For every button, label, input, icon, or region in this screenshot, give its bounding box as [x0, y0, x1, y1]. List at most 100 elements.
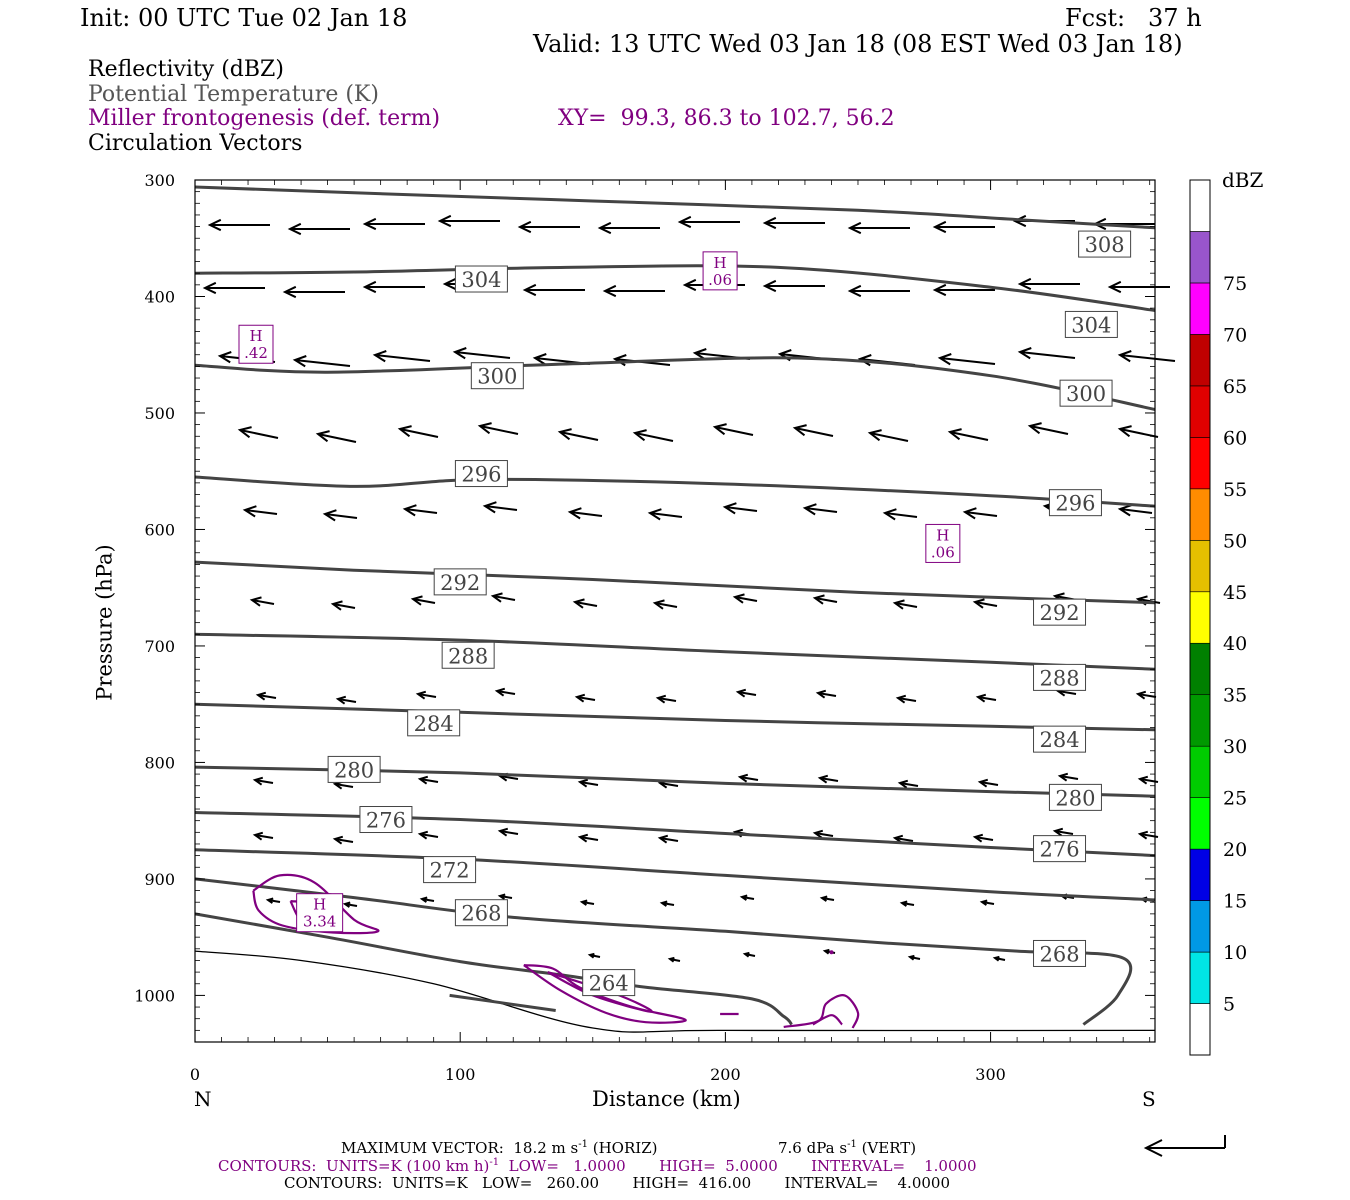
vector-head [587, 952, 595, 959]
colorbar-segment [1189, 334, 1211, 387]
theta-label-box [1048, 783, 1102, 811]
vector-head [907, 954, 915, 961]
x-tick-label: 200 [710, 1065, 741, 1084]
vector-head [252, 831, 264, 841]
theta-label-box [407, 709, 461, 737]
theta-label-box [1033, 663, 1087, 691]
vector [654, 602, 678, 608]
vector [974, 601, 998, 607]
contour-labels: 308 304 304 300 300 296 296 292 292 288 288 284 284 2… [327, 230, 1132, 997]
colorbar-segment [1189, 797, 1211, 850]
vector-head [992, 955, 1000, 962]
theta-label-box [582, 969, 636, 997]
vector-head [892, 834, 904, 844]
vector [1059, 775, 1079, 780]
vector [814, 832, 834, 837]
colorbar-segment [1189, 282, 1211, 335]
vector-head [410, 595, 423, 606]
vector-head [252, 776, 264, 786]
vector [979, 781, 999, 786]
vector [977, 696, 997, 701]
surface-line [194, 950, 1156, 1033]
vector-head [1057, 772, 1069, 782]
legend-theta: Potential Temperature (K) [88, 82, 379, 107]
vector-head [655, 694, 667, 704]
vector-head [1135, 690, 1147, 700]
theta-label: 308 [1085, 233, 1125, 257]
theta-label: 288 [1039, 666, 1079, 690]
vector [739, 776, 759, 781]
vector-head [972, 833, 984, 843]
y-tick-label: 500 [144, 404, 175, 423]
vector-head [397, 425, 412, 438]
miller-max-box [296, 893, 344, 933]
vector [974, 836, 994, 841]
theta-label-box [454, 460, 508, 488]
y-tick-label: 700 [144, 637, 175, 656]
vector-head [812, 829, 824, 839]
theta-label-box [359, 806, 413, 834]
colorbar-label: 15 [1223, 891, 1247, 913]
vector-head [1052, 827, 1064, 837]
vector-head [762, 279, 777, 293]
y-tick-label: 900 [144, 870, 175, 889]
vector-head [497, 827, 509, 837]
vector-head [532, 353, 547, 366]
theta-label-box [423, 856, 477, 884]
vector-head [722, 502, 737, 515]
vector [579, 781, 599, 786]
vector-head [265, 897, 274, 904]
vector-head [822, 948, 830, 955]
vector-head [372, 350, 387, 363]
vector [659, 782, 679, 787]
footer-contours-miller: CONTOURS: UNITS=K (100 km h)-1 LOW= 1.00… [218, 1157, 977, 1175]
vector [417, 693, 437, 698]
theta-label-box [1078, 230, 1132, 258]
theta-label: 292 [440, 571, 480, 595]
vector [734, 596, 758, 602]
colorbar-segment [1189, 642, 1211, 696]
vector [239, 429, 279, 439]
miller-dot [829, 950, 834, 955]
vector-head [677, 215, 692, 229]
vector [496, 690, 516, 695]
y-tick-label: 1000 [134, 986, 175, 1005]
legend-circulation: Circulation Vectors [88, 131, 303, 156]
vector-head [1117, 425, 1132, 438]
vector-head [1117, 350, 1132, 363]
theta-contour-268 [194, 877, 1133, 1026]
circulation-vectors [202, 214, 1176, 963]
vector-head [282, 285, 297, 299]
colorbar-segment [1189, 900, 1211, 953]
colorbar-segment [1189, 848, 1211, 901]
vector [1119, 354, 1176, 362]
theta-label: 304 [461, 268, 501, 292]
vector-head [937, 353, 952, 366]
vector-head [682, 278, 697, 292]
vector-head [482, 501, 497, 514]
theta-label-box [433, 568, 487, 596]
vector-head [815, 689, 827, 699]
vector-head [932, 283, 947, 297]
vector [479, 425, 519, 435]
theta-label-box [1064, 310, 1118, 338]
y-tick-label: 300 [144, 171, 175, 190]
vector [1057, 690, 1077, 695]
vector [254, 779, 274, 784]
vector-head [237, 426, 252, 439]
vector-head [792, 424, 807, 437]
vector [724, 506, 758, 512]
vector-head [322, 509, 337, 522]
x-tick-label: 0 [190, 1065, 200, 1084]
miller-contour [812, 1014, 843, 1026]
theta-label: 296 [1055, 492, 1095, 516]
colorbar-segment [1189, 385, 1211, 438]
theta-label: 264 [589, 972, 629, 996]
legend-xy: XY= 99.3, 86.3 to 102.7, 56.2 [558, 106, 895, 131]
vector [634, 432, 674, 442]
vector-head [567, 507, 582, 520]
theta-label: 304 [1071, 313, 1111, 337]
vector-head [490, 592, 503, 603]
vector-head [652, 599, 665, 610]
